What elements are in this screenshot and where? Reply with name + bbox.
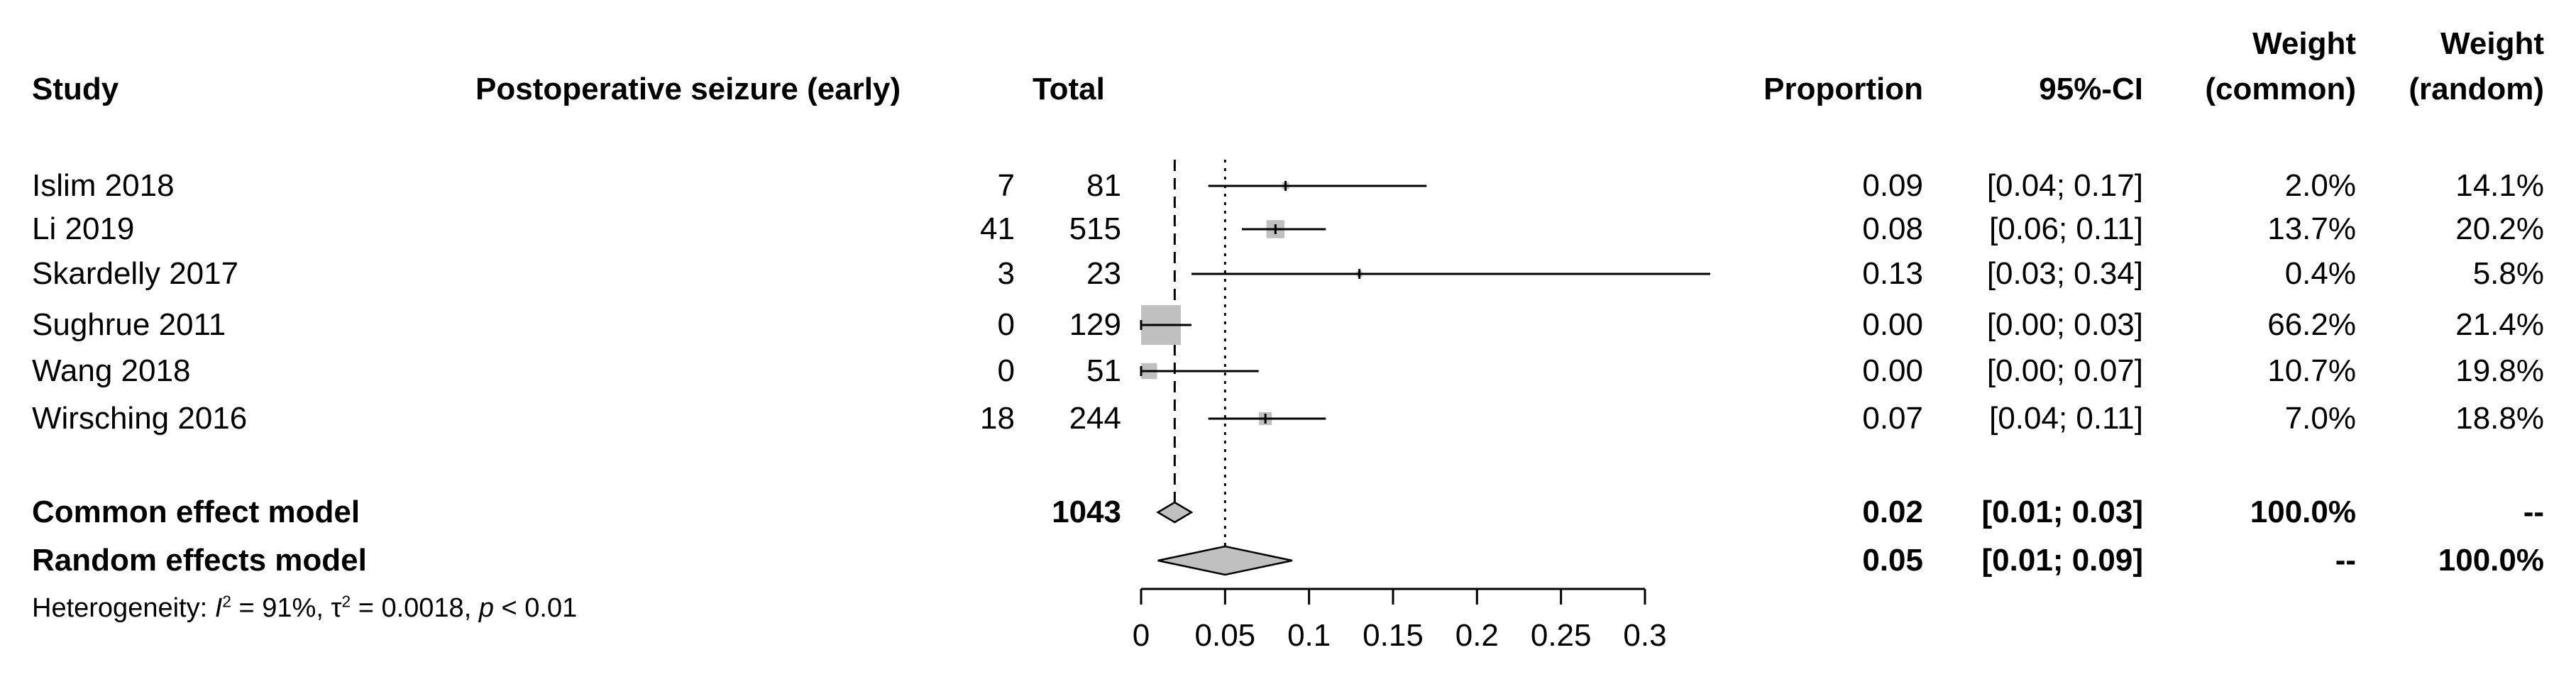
- study-name: Wang 2018: [32, 353, 191, 388]
- study-weight-random: 5.8%: [2472, 256, 2544, 291]
- study-events: 18: [980, 401, 1015, 436]
- study-ci: [0.00; 0.07]: [1986, 353, 2143, 388]
- p-value: < 0.01: [493, 593, 578, 623]
- study-proportion: 0.07: [1862, 401, 1923, 436]
- study-name: Li 2019: [32, 211, 135, 246]
- tau-sup: 2: [341, 592, 351, 611]
- study-ci: [0.00; 0.03]: [1986, 307, 2143, 342]
- study-weight-random: 21.4%: [2455, 307, 2544, 342]
- study-weight-common: 13.7%: [2267, 211, 2356, 246]
- study-proportion: 0.09: [1862, 168, 1923, 203]
- heterogeneity-prefix: Heterogeneity:: [32, 593, 215, 623]
- header-weight-random-2: (random): [2409, 72, 2544, 106]
- x-axis-tick-label-2: 0.1: [1287, 618, 1331, 653]
- study-events: 0: [997, 353, 1015, 388]
- model-name: Common effect model: [32, 495, 360, 529]
- model-weight-random: 100.0%: [2438, 543, 2544, 578]
- study-events: 3: [997, 256, 1015, 291]
- study-weight-random: 18.8%: [2455, 401, 2544, 436]
- study-proportion: 0.00: [1862, 353, 1923, 388]
- study-events: 0: [997, 307, 1015, 342]
- study-total: 515: [1069, 211, 1121, 246]
- p-label: p: [478, 593, 494, 623]
- study-events: 41: [980, 211, 1015, 246]
- study-name: Islim 2018: [32, 168, 175, 203]
- study-ci: [0.03; 0.34]: [1986, 256, 2143, 291]
- study-weight-common: 66.2%: [2267, 307, 2356, 342]
- study-weight-random: 19.8%: [2455, 353, 2544, 388]
- header-weight-random-1: Weight: [2440, 26, 2544, 61]
- study-weight-common: 0.4%: [2284, 256, 2356, 291]
- common-effect-diamond: [1156, 501, 1194, 524]
- model-proportion: 0.05: [1862, 543, 1923, 578]
- header-weight-common-1: Weight: [2252, 26, 2356, 61]
- heterogeneity-text: Heterogeneity: I2 = 91%, τ2 = 0.0018, p …: [32, 592, 578, 623]
- study-proportion: 0.08: [1862, 211, 1923, 246]
- study-total: 51: [1086, 353, 1121, 388]
- study-weight-common: 7.0%: [2284, 401, 2356, 436]
- header-study: Study: [32, 72, 119, 106]
- model-proportion: 0.02: [1862, 495, 1923, 529]
- model-ci: [0.01; 0.09]: [1981, 543, 2143, 578]
- study-total: 81: [1086, 168, 1121, 203]
- model-weight-random: --: [2523, 495, 2544, 529]
- header-proportion: Proportion: [1763, 72, 1923, 106]
- model-total: 1043: [1052, 495, 1121, 529]
- x-axis-tick-label-3: 0.15: [1363, 618, 1424, 653]
- i2-sup: 2: [222, 592, 231, 611]
- study-weight-common: 10.7%: [2267, 353, 2356, 388]
- study-name: Sughrue 2011: [32, 307, 226, 342]
- study-name: Skardelly 2017: [32, 256, 239, 291]
- study-name: Wirsching 2016: [32, 401, 248, 436]
- model-weight-common: 100.0%: [2250, 495, 2356, 529]
- model-ci: [0.01; 0.03]: [1981, 495, 2143, 529]
- study-total: 244: [1069, 401, 1121, 436]
- study-ci: [0.04; 0.17]: [1986, 168, 2143, 203]
- study-weight-random: 14.1%: [2455, 168, 2544, 203]
- study-total: 129: [1069, 307, 1121, 342]
- i2-label: I: [214, 593, 223, 623]
- header-total: Total: [1033, 72, 1105, 106]
- random-effects-diamond: [1157, 545, 1293, 576]
- tau-label: τ: [331, 593, 342, 623]
- model-weight-common: --: [2335, 543, 2356, 578]
- x-axis-tick-label-6: 0.3: [1623, 618, 1666, 653]
- study-total: 23: [1086, 256, 1121, 291]
- study-weight-common: 2.0%: [2284, 168, 2356, 203]
- i2-value: = 91%,: [231, 593, 331, 623]
- study-proportion: 0.00: [1862, 307, 1923, 342]
- x-axis-tick-label-4: 0.2: [1455, 618, 1499, 653]
- study-weight-random: 20.2%: [2455, 211, 2544, 246]
- header-weight-common-2: (common): [2205, 72, 2356, 106]
- model-name: Random effects model: [32, 543, 367, 578]
- x-axis-tick-label-5: 0.25: [1531, 618, 1592, 653]
- study-events: 7: [997, 168, 1015, 203]
- study-ci: [0.06; 0.11]: [1989, 211, 2143, 246]
- tau-value: = 0.0018,: [351, 593, 479, 623]
- x-axis-tick-label-1: 0.05: [1195, 618, 1256, 653]
- header-events: Postoperative seizure (early): [475, 72, 901, 106]
- x-axis-tick-label-0: 0: [1133, 618, 1150, 653]
- header-ci: 95%-CI: [2039, 72, 2143, 106]
- study-proportion: 0.13: [1862, 256, 1923, 291]
- study-ci: [0.04; 0.11]: [1989, 401, 2143, 436]
